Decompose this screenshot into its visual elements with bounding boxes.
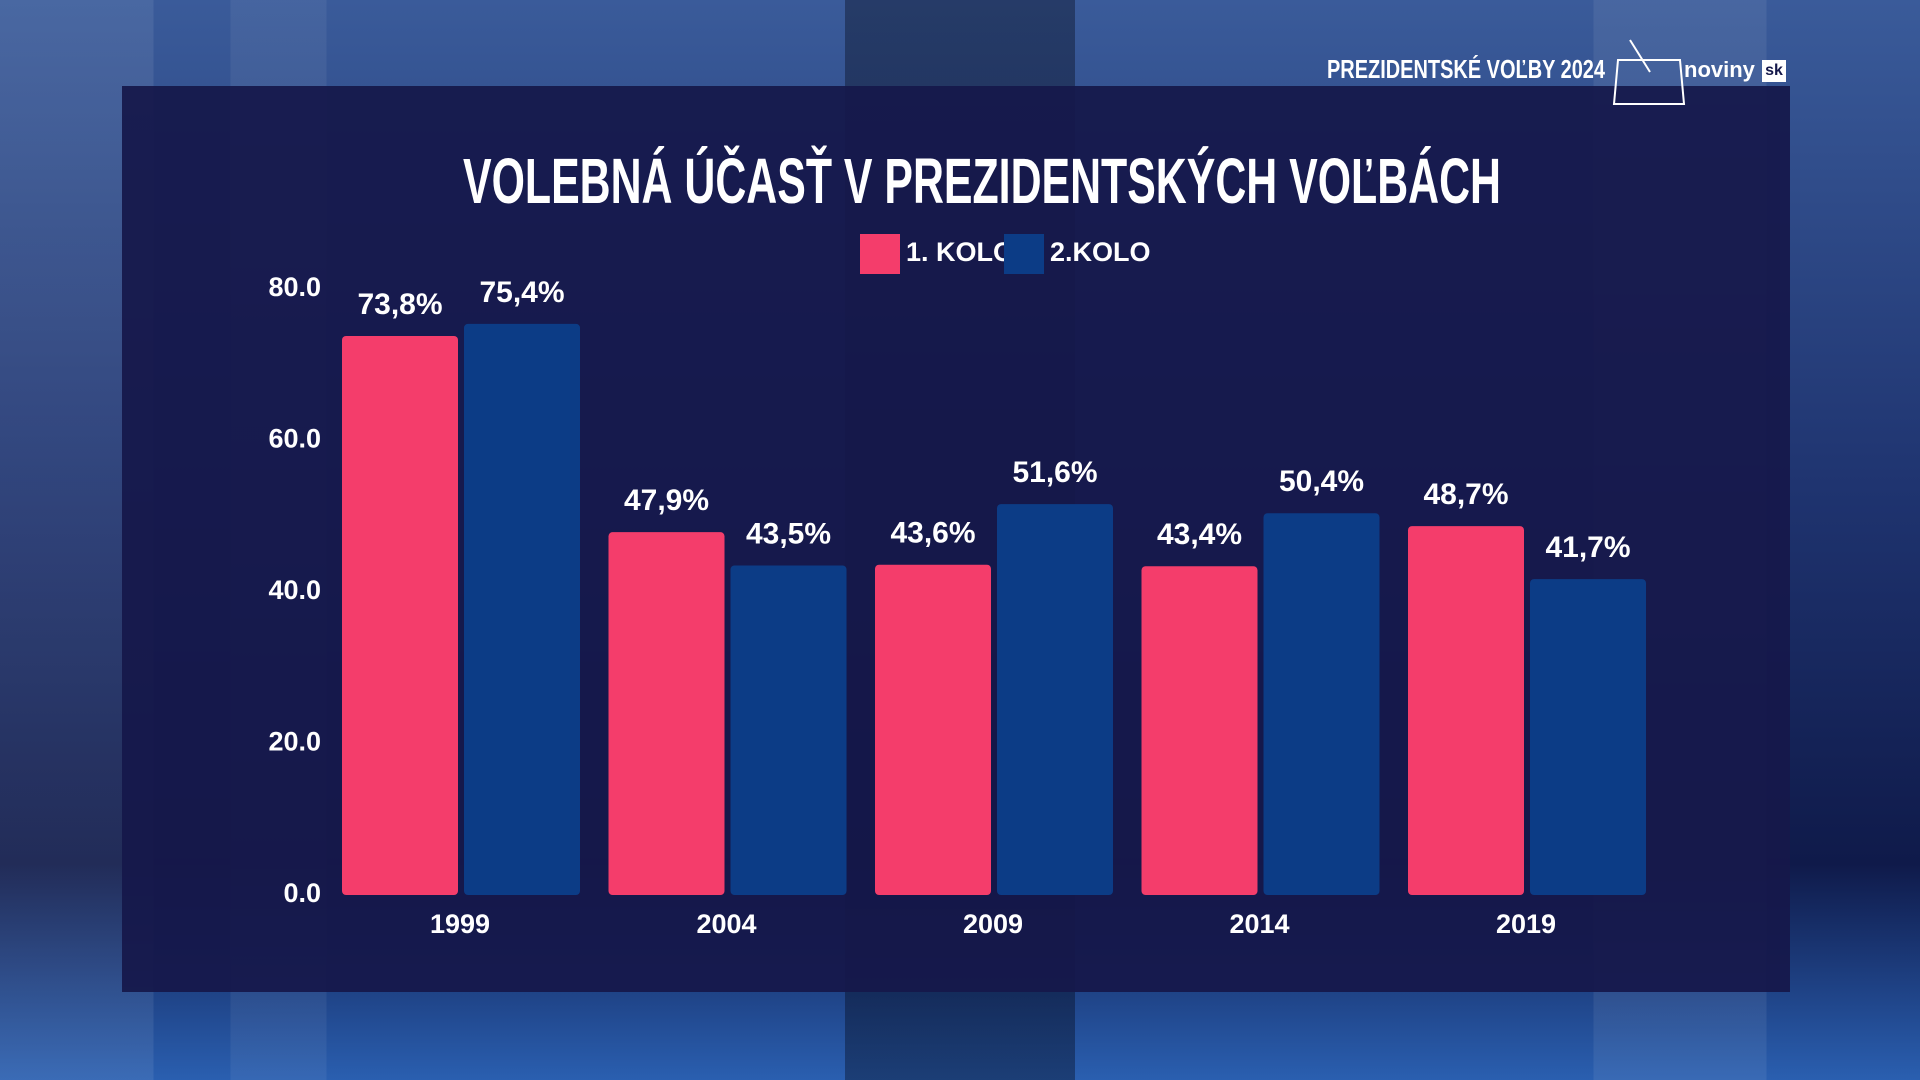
y-tick-label: 60.0	[268, 424, 321, 454]
y-tick-label: 80.0	[268, 272, 321, 302]
bar	[1408, 526, 1524, 895]
event-label: PREZIDENTSKÉ VOĽBY 2024	[1327, 54, 1605, 84]
ballot-icon	[1612, 39, 1686, 105]
value-label: 43,4%	[1157, 518, 1242, 551]
x-tick-label: 2014	[1229, 909, 1289, 939]
bar	[730, 565, 847, 895]
logo: noviny	[1684, 57, 1756, 82]
bar	[997, 504, 1113, 895]
value-label: 47,9%	[624, 484, 709, 517]
value-label: 43,6%	[890, 517, 975, 550]
value-label: 48,7%	[1423, 478, 1508, 511]
legend-swatch	[1004, 234, 1044, 274]
x-tick-label: 2004	[696, 909, 756, 939]
bar	[1263, 513, 1380, 895]
value-label: 43,5%	[746, 517, 831, 550]
logo-suffix: sk	[1765, 62, 1783, 79]
legend-label: 1. KOLO	[906, 237, 1014, 267]
bar	[875, 564, 991, 895]
y-tick-label: 40.0	[268, 575, 321, 605]
value-label: 41,7%	[1545, 531, 1630, 564]
bar	[342, 335, 458, 896]
x-tick-label: 2019	[1496, 909, 1556, 939]
value-label: 73,8%	[357, 288, 442, 321]
logo-box	[1762, 60, 1786, 82]
chart-title: VOLEBNÁ ÚČASŤ V PREZIDENTSKÝCH VOĽBÁCH	[463, 144, 1501, 217]
y-tick-label: 0.0	[283, 878, 321, 908]
bar	[608, 532, 725, 895]
value-label: 75,4%	[479, 276, 564, 309]
value-label: 51,6%	[1012, 456, 1097, 489]
bar	[1141, 566, 1258, 895]
x-tick-label: 1999	[430, 909, 490, 939]
legend-swatch	[860, 234, 900, 274]
bar	[464, 323, 580, 896]
y-tick-label: 20.0	[268, 727, 321, 757]
value-label: 50,4%	[1279, 465, 1364, 498]
bar	[1530, 579, 1646, 895]
legend-label: 2.KOLO	[1050, 237, 1151, 267]
x-tick-label: 2009	[963, 909, 1023, 939]
